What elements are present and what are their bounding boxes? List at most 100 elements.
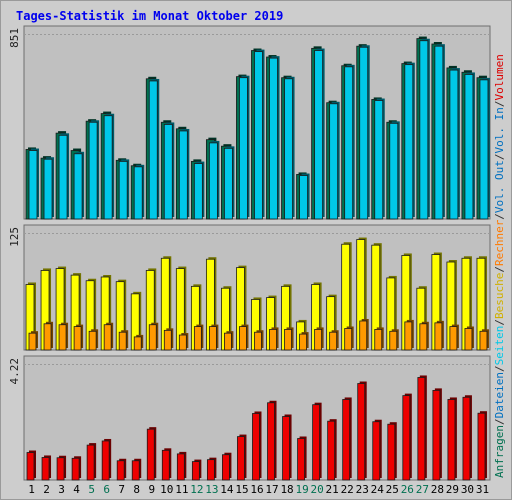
dateien-bar-8	[133, 164, 145, 220]
dateien-bar-21	[329, 101, 340, 220]
y-max-label-0: 851	[8, 28, 21, 48]
x-tick-13: 13	[205, 483, 218, 496]
volumen-bar-15	[237, 434, 247, 481]
legend-item-10: Vol. Out	[493, 160, 506, 213]
volumen-bar-22	[342, 397, 352, 481]
x-tick-26: 26	[401, 483, 414, 496]
volumen-bar-20	[312, 402, 322, 481]
volumen-bar-7	[116, 458, 127, 481]
rechner-bar-3	[58, 322, 69, 351]
rechner-bar-20	[314, 327, 324, 351]
x-tick-20: 20	[311, 483, 324, 496]
volumen-bar-28	[432, 388, 442, 481]
volumen-bar-6	[101, 438, 112, 481]
volumen-bar-14	[222, 452, 232, 481]
dateien-bar-11	[178, 128, 190, 220]
rechner-bar-18	[284, 327, 294, 351]
rechner-bar-26	[404, 319, 414, 351]
volumen-bar-16	[252, 411, 262, 481]
legend-item-0: Anfragen	[493, 425, 506, 478]
dateien-bar-14	[224, 146, 235, 220]
x-tick-15: 15	[235, 483, 248, 496]
legend-item-1: /	[493, 418, 506, 425]
rechner-bar-9	[148, 322, 159, 351]
dateien-bar-15	[239, 75, 250, 220]
dateien-bar-10	[163, 122, 175, 220]
rechner-bar-25	[389, 329, 399, 351]
rechner-bar-17	[269, 327, 279, 351]
x-tick-18: 18	[280, 483, 293, 496]
dateien-bar-13	[208, 140, 220, 220]
x-tick-11: 11	[175, 483, 188, 496]
rechner-bar-7	[118, 330, 129, 351]
volumen-bar-9	[146, 427, 157, 481]
dateien-bar-1	[28, 148, 39, 220]
rechner-bar-6	[103, 322, 114, 351]
x-tick-12: 12	[190, 483, 203, 496]
dateien-bar-19	[299, 173, 310, 220]
dateien-bar-16	[254, 49, 265, 220]
legend-item-12: Vol. In	[493, 107, 506, 153]
rechner-bar-27	[419, 321, 429, 351]
dateien-bar-4	[73, 151, 85, 220]
x-tick-16: 16	[250, 483, 263, 496]
legend-item-14: Volumen	[493, 54, 506, 100]
x-tick-6: 6	[103, 483, 110, 496]
x-tick-17: 17	[265, 483, 278, 496]
legend-item-11: /	[493, 153, 506, 160]
x-tick-29: 29	[446, 483, 459, 496]
dateien-bar-3	[58, 133, 70, 220]
rechner-bar-28	[434, 320, 444, 351]
dateien-bar-26	[404, 62, 415, 220]
volumen-bar-29	[447, 397, 457, 481]
x-tick-1: 1	[28, 483, 35, 496]
dateien-bar-22	[344, 64, 355, 220]
rechner-bar-19	[299, 332, 309, 351]
x-tick-27: 27	[416, 483, 429, 496]
rechner-bar-5	[88, 329, 99, 351]
dateien-bar-2	[43, 157, 55, 220]
volumen-bar-2	[41, 455, 52, 481]
rechner-bar-30	[464, 326, 474, 351]
dateien-bar-7	[118, 159, 130, 220]
volumen-bar-17	[267, 400, 277, 481]
rechner-bar-21	[329, 330, 339, 351]
x-tick-30: 30	[461, 483, 474, 496]
x-tick-22: 22	[341, 483, 354, 496]
rechner-bar-12	[193, 324, 204, 351]
legend-item-3: /	[493, 365, 506, 372]
x-tick-24: 24	[371, 483, 385, 496]
volumen-bar-1	[26, 450, 36, 481]
volumen-bar-21	[327, 419, 337, 481]
dateien-bar-20	[314, 48, 325, 220]
rechner-bar-2	[43, 321, 54, 351]
volumen-bar-27	[417, 375, 427, 481]
x-tick-28: 28	[431, 483, 444, 496]
x-tick-2: 2	[43, 483, 50, 496]
rechner-bar-24	[374, 327, 384, 351]
volumen-bar-30	[462, 395, 472, 481]
volumen-bar-23	[357, 381, 367, 481]
x-tick-23: 23	[356, 483, 369, 496]
chart-title: Tages-Statistik im Monat Oktober 2019	[16, 9, 284, 23]
rechner-bar-16	[254, 330, 264, 351]
x-tick-25: 25	[386, 483, 399, 496]
dateien-bar-30	[464, 72, 475, 220]
legend-item-13: /	[493, 100, 506, 107]
x-tick-7: 7	[118, 483, 125, 496]
dateien-bar-9	[148, 78, 160, 220]
volumen-bar-3	[56, 455, 67, 481]
x-tick-3: 3	[58, 483, 65, 496]
rechner-bar-29	[449, 324, 459, 351]
dateien-bar-5	[88, 120, 100, 220]
dateien-bar-24	[374, 98, 385, 220]
rechner-bar-1	[28, 331, 38, 351]
volumen-bar-24	[372, 419, 382, 481]
dateien-bar-29	[449, 68, 460, 220]
volumen-bar-31	[477, 411, 487, 481]
volumen-bar-18	[282, 414, 292, 481]
x-tick-19: 19	[295, 483, 308, 496]
y-max-label-1: 125	[8, 227, 21, 247]
x-tick-21: 21	[326, 483, 339, 496]
x-tick-14: 14	[220, 483, 234, 496]
